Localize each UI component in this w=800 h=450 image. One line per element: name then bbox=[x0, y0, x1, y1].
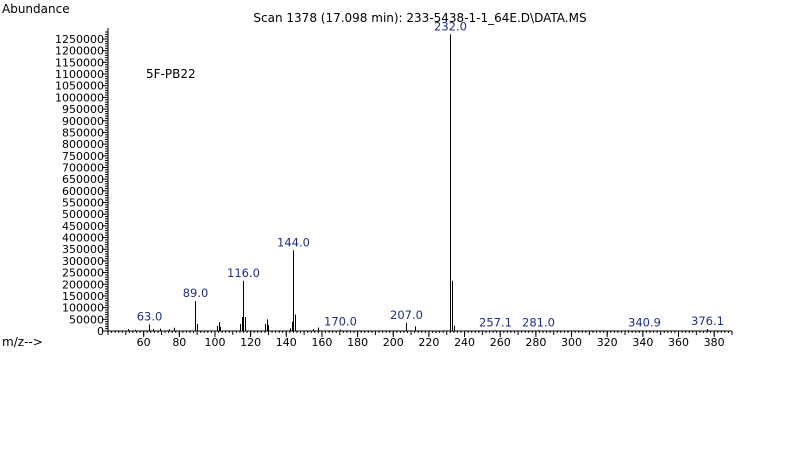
x-tick-label: 80 bbox=[172, 336, 186, 349]
y-tick-label: 550000 bbox=[62, 197, 104, 210]
peak-label: 376.1 bbox=[691, 314, 724, 328]
y-tick-label: 850000 bbox=[62, 126, 104, 139]
y-tick-label: 750000 bbox=[62, 150, 104, 163]
y-tick-label: 650000 bbox=[62, 173, 104, 186]
chart-title: Scan 1378 (17.098 min): 233-5438-1-1_64E… bbox=[253, 11, 586, 25]
x-tick-label: 220 bbox=[418, 336, 439, 349]
x-tick-label: 280 bbox=[525, 336, 546, 349]
y-tick-label: 450000 bbox=[62, 220, 104, 233]
x-tick-label: 60 bbox=[137, 336, 151, 349]
x-tick-label: 140 bbox=[276, 336, 297, 349]
y-tick-label: 50000 bbox=[69, 313, 104, 326]
y-tick-label: 0 bbox=[97, 325, 104, 338]
peak-label: 144.0 bbox=[277, 235, 310, 249]
peak-labels: 63.0 89.0 116.0 144.0 170.0 207.0 232.0 257.1 28… bbox=[137, 19, 724, 329]
x-tick-label: 380 bbox=[704, 336, 725, 349]
peak-label: 63.0 bbox=[137, 309, 163, 323]
y-tick-label: 400000 bbox=[62, 232, 104, 245]
y-tick-label: 1050000 bbox=[55, 80, 104, 93]
y-tick-label: 500000 bbox=[62, 208, 104, 221]
peak-label: 89.0 bbox=[183, 286, 209, 300]
peak-label: 170.0 bbox=[324, 315, 357, 329]
y-tick-label: 950000 bbox=[62, 103, 104, 116]
peak-label: 232.0 bbox=[434, 19, 467, 33]
y-tick-label: 150000 bbox=[62, 290, 104, 303]
y-tick-label: 200000 bbox=[62, 278, 104, 291]
y-tick-label: 1250000 bbox=[55, 33, 104, 46]
peaks bbox=[128, 34, 708, 331]
y-axis-label: Abundance bbox=[2, 2, 70, 16]
y-tick-label: 1150000 bbox=[55, 56, 104, 69]
peak-label: 281.0 bbox=[522, 315, 555, 329]
y-tick-label: 250000 bbox=[62, 267, 104, 280]
y-tick-label: 700000 bbox=[62, 161, 104, 174]
sample-annotation: 5F-PB22 bbox=[146, 67, 196, 81]
peak-label: 257.1 bbox=[479, 315, 512, 329]
x-tick-label: 300 bbox=[561, 336, 582, 349]
x-tick-label: 260 bbox=[490, 336, 511, 349]
y-tick-label: 800000 bbox=[62, 138, 104, 151]
axes: 60 80 100 120 140 160 180 200 220 240 260 280 300 320… bbox=[55, 28, 733, 349]
x-tick-label: 120 bbox=[240, 336, 261, 349]
y-tick-label: 900000 bbox=[62, 115, 104, 128]
x-tick-label: 340 bbox=[632, 336, 653, 349]
y-tick-label: 300000 bbox=[62, 255, 104, 268]
y-tick-label: 600000 bbox=[62, 185, 104, 198]
x-axis-label: m/z--> bbox=[2, 335, 43, 349]
y-tick-label: 1000000 bbox=[55, 91, 104, 104]
y-tick-label: 100000 bbox=[62, 302, 104, 315]
x-tick-label: 200 bbox=[383, 336, 404, 349]
x-tick-label: 360 bbox=[668, 336, 689, 349]
peak-label: 116.0 bbox=[227, 266, 260, 280]
x-tick-label: 180 bbox=[347, 336, 368, 349]
x-tick-label: 240 bbox=[454, 336, 475, 349]
y-tick-label: 1200000 bbox=[55, 45, 104, 58]
x-tick-label: 320 bbox=[597, 336, 618, 349]
x-tick-label: 100 bbox=[204, 336, 225, 349]
peak-label: 207.0 bbox=[390, 308, 423, 322]
y-tick-label: 1100000 bbox=[55, 68, 104, 81]
x-tick-label: 160 bbox=[311, 336, 332, 349]
peak-label: 340.9 bbox=[628, 316, 661, 330]
y-tick-label: 350000 bbox=[62, 243, 104, 256]
